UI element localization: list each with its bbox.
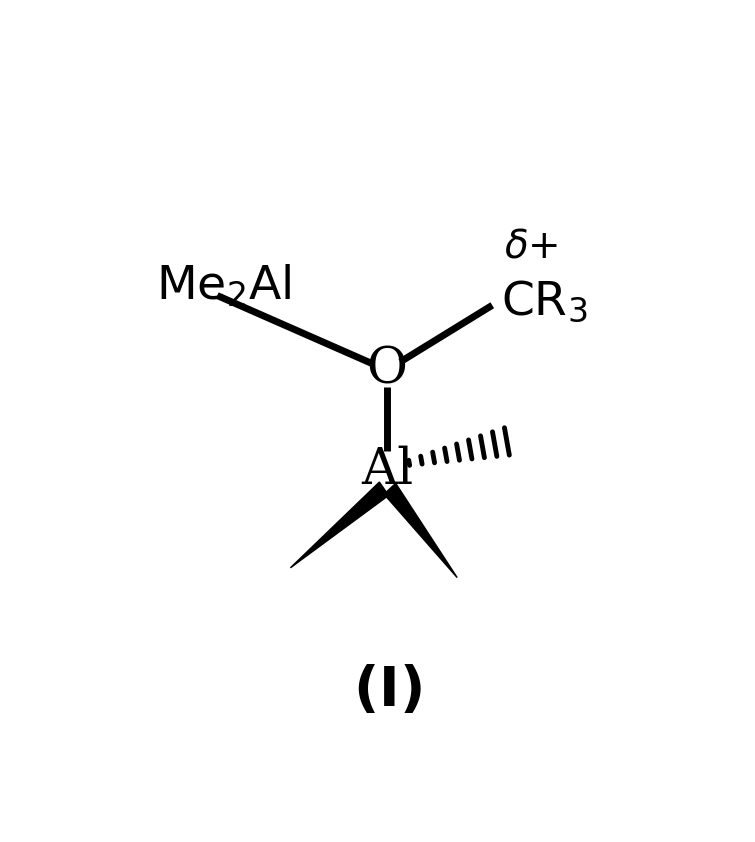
Text: CR$_3$: CR$_3$ [501, 280, 587, 325]
Text: Al: Al [361, 446, 413, 495]
Text: O: O [366, 345, 408, 395]
Text: Me$_2$Al: Me$_2$Al [156, 263, 291, 309]
Polygon shape [384, 483, 458, 578]
Text: $\mathbf{(I)}$: $\mathbf{(I)}$ [353, 664, 421, 718]
Text: $\delta$+: $\delta$+ [504, 228, 558, 266]
Polygon shape [291, 482, 389, 568]
